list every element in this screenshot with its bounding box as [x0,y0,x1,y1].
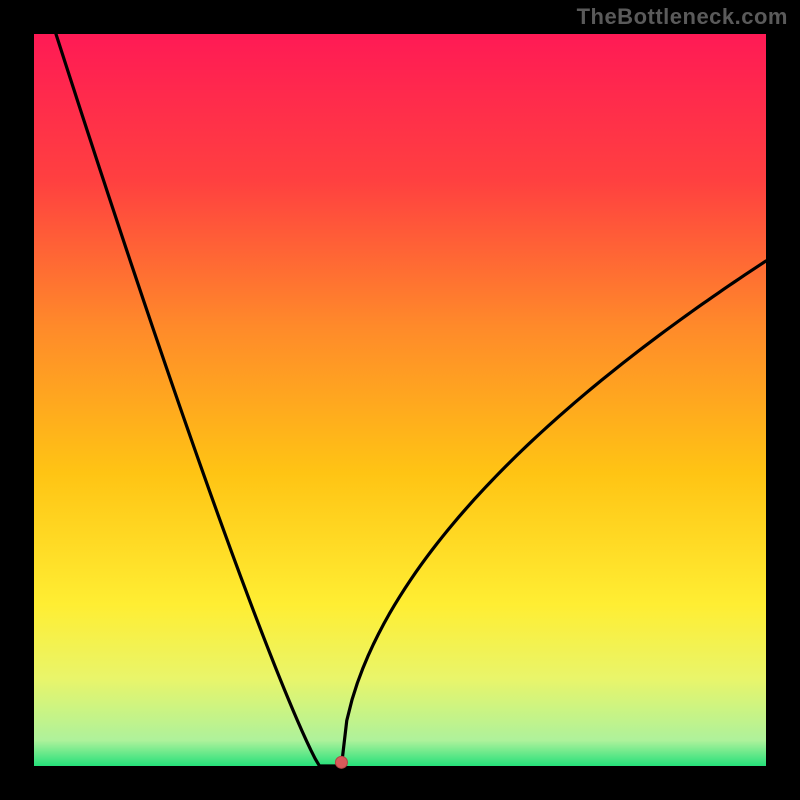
chart-container: TheBottleneck.com [0,0,800,800]
valley-marker [335,756,347,768]
chart-svg [0,0,800,800]
watermark-text: TheBottleneck.com [577,4,788,30]
plot-background [34,34,766,766]
